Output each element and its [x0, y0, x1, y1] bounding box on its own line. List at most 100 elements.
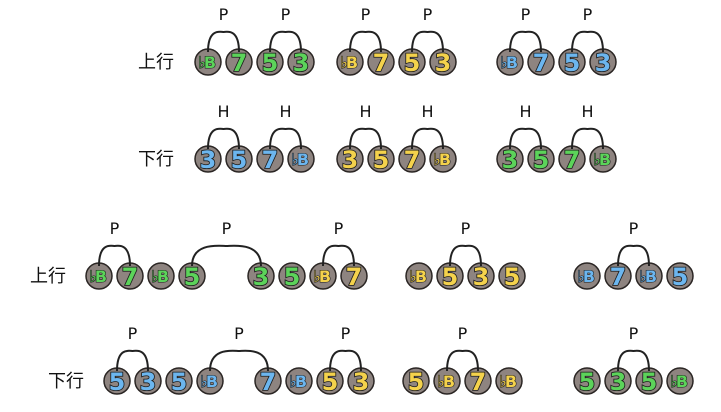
- note-flat-b-blue: ♭B: [285, 367, 313, 395]
- note-text: 7: [262, 146, 279, 174]
- slur-label: P: [423, 5, 433, 24]
- note-3-green: 3: [247, 262, 275, 292]
- note-text: 5: [404, 49, 421, 77]
- note-group: ♭B 5 3 5: [405, 262, 526, 292]
- note-text: 5: [322, 368, 339, 396]
- flat-sign: ♭: [670, 372, 678, 391]
- note-text: 7: [610, 263, 627, 291]
- flat-sign: ♭: [340, 53, 348, 72]
- note-text: 7: [373, 49, 390, 77]
- note-disc: [573, 262, 601, 290]
- note-3-yellow: 3: [467, 262, 495, 292]
- note-5-yellow: 5: [316, 367, 344, 397]
- note-text: 5: [408, 368, 425, 396]
- flat-sign: ♭: [593, 150, 601, 169]
- slur-arc: [509, 30, 542, 53]
- slur-arc: [509, 127, 542, 150]
- note-text: B: [443, 372, 455, 391]
- note-text: 7: [231, 49, 248, 77]
- note-5-green: 5: [573, 367, 601, 397]
- flat-sign: ♭: [639, 267, 647, 286]
- slur-label: H: [279, 102, 291, 121]
- flat-sign: ♭: [437, 372, 445, 391]
- note-5-yellow: 5: [398, 48, 426, 78]
- note-3-green: 3: [496, 145, 524, 175]
- slur-arc: [322, 244, 355, 267]
- note-text: 5: [672, 263, 689, 291]
- note-7-blue: 7: [604, 262, 632, 292]
- row-4: 下行 5 3 5 ♭B 7 ♭B 5 3 5 ♭B 7 ♭B 5 3 5 ♭B: [48, 367, 694, 397]
- slur-label: P: [629, 324, 639, 343]
- slur-arc: [571, 127, 604, 150]
- note-disc: [278, 262, 306, 290]
- note-flat-b-green: ♭B: [85, 262, 113, 290]
- slur-label: P: [281, 5, 291, 24]
- note-3-yellow: 3: [347, 367, 375, 397]
- note-7-green: 7: [116, 262, 144, 292]
- slur-label: P: [458, 324, 468, 343]
- note-disc: [402, 367, 430, 395]
- slur-arc: [617, 349, 650, 372]
- flat-sign: ♭: [433, 150, 441, 169]
- slur-label: H: [581, 102, 593, 121]
- note-group: ♭B 7 5 3: [496, 48, 617, 78]
- flat-sign: ♭: [577, 267, 585, 286]
- note-text: 5: [231, 146, 248, 174]
- note-text: 5: [171, 368, 188, 396]
- note-group: 5 3 5 ♭B: [573, 367, 694, 397]
- note-text: 3: [502, 146, 519, 174]
- note-5-yellow: 5: [436, 262, 464, 292]
- flat-sign: ♭: [89, 267, 97, 286]
- note-text: B: [676, 372, 688, 391]
- flat-sign: ♭: [289, 372, 297, 391]
- note-text: 7: [122, 263, 139, 291]
- row-label: 上行: [30, 266, 66, 287]
- note-flat-b-green: ♭B: [147, 262, 175, 290]
- note-text: B: [415, 267, 427, 286]
- note-text: 7: [346, 263, 363, 291]
- note-group: 7 ♭B 5 3: [254, 367, 375, 397]
- cross-slur-arc: [209, 349, 269, 372]
- slur-label: H: [359, 102, 371, 121]
- note-7-yellow: 7: [367, 48, 395, 78]
- note-text: 3: [435, 49, 452, 77]
- slur-arc: [446, 349, 479, 372]
- note-text: 7: [260, 368, 277, 396]
- note-7-blue: 7: [256, 145, 284, 175]
- note-text: B: [645, 267, 657, 286]
- note-flat-b-yellow: ♭B: [433, 367, 461, 395]
- note-3-green: 3: [604, 367, 632, 397]
- note-flat-b-green: ♭B: [589, 145, 617, 173]
- note-group: 3 5 7 ♭B: [194, 145, 315, 175]
- note-text: B: [157, 267, 169, 286]
- note-5-green: 5: [527, 145, 555, 175]
- note-text: 3: [595, 49, 612, 77]
- note-disc: [573, 367, 601, 395]
- note-5-green: 5: [178, 262, 206, 292]
- slur-arc: [116, 349, 149, 372]
- note-text: 5: [442, 263, 459, 291]
- note-group: ♭B 7 ♭B 5: [573, 262, 694, 292]
- slur-label: H: [217, 102, 229, 121]
- note-text: 5: [109, 368, 126, 396]
- slur-label: P: [219, 5, 229, 24]
- note-7-yellow: 7: [398, 145, 426, 175]
- slur-arc: [349, 127, 382, 150]
- note-text: B: [346, 53, 358, 72]
- note-group: ♭B 7 ♭B 5: [85, 262, 206, 292]
- note-group: 5 ♭B 7 ♭B: [402, 367, 523, 397]
- note-text: 5: [373, 146, 390, 174]
- row-1: 上行 ♭B 7 5 3 ♭B 7 5 3 ♭B 7 5 3: [138, 48, 617, 78]
- note-flat-b-green: ♭B: [666, 367, 694, 395]
- cross-slur-arc: [191, 244, 262, 267]
- note-text: 7: [404, 146, 421, 174]
- note-text: B: [319, 267, 331, 286]
- note-text: B: [297, 150, 309, 169]
- note-disc: [498, 262, 526, 290]
- note-flat-b-blue: ♭B: [196, 367, 224, 395]
- note-text: B: [439, 150, 451, 169]
- slur-arc: [571, 30, 604, 53]
- note-disc: [147, 262, 175, 290]
- note-flat-b-yellow: ♭B: [405, 262, 433, 290]
- note-flat-b-yellow: ♭B: [336, 48, 364, 76]
